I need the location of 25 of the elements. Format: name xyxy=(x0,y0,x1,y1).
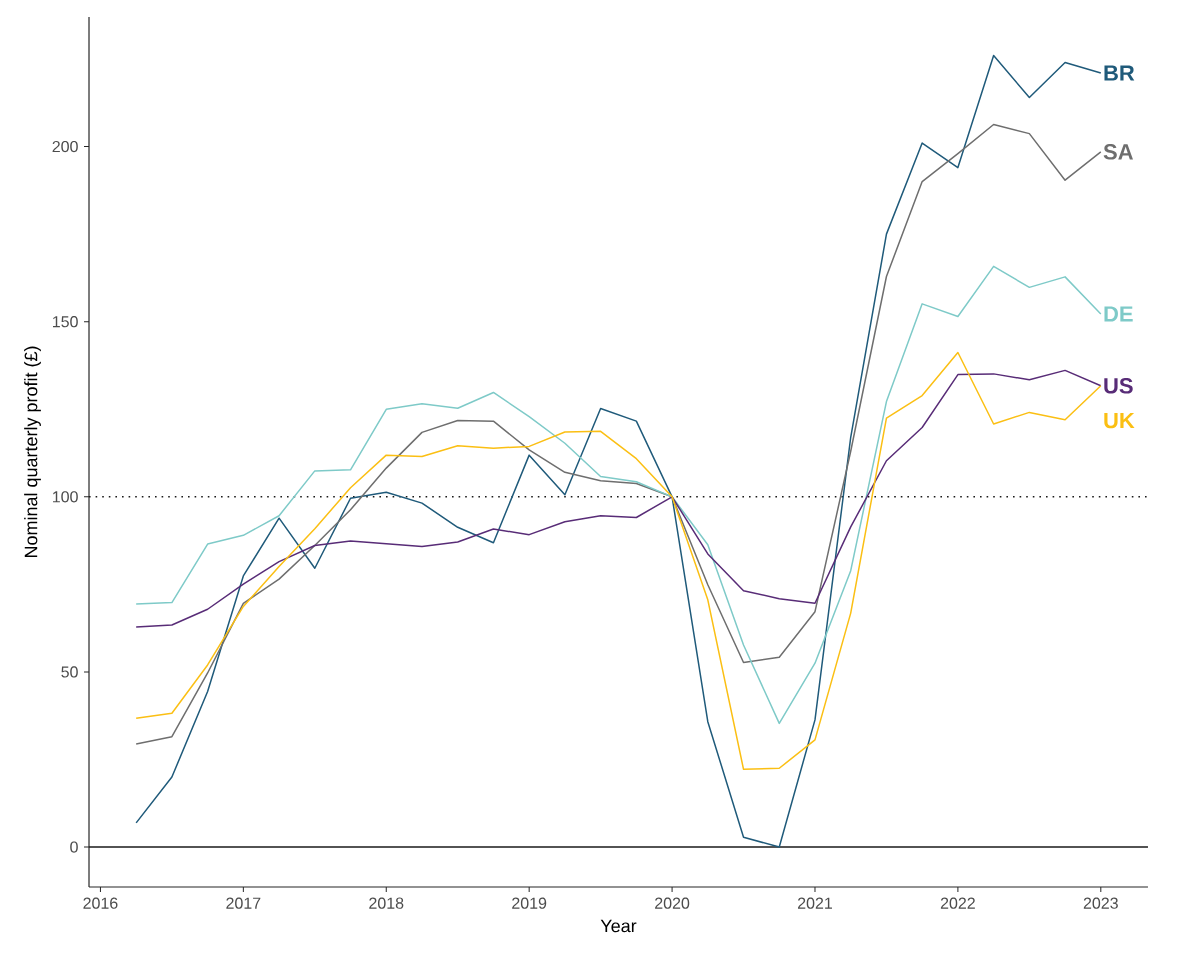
y-tick-label: 0 xyxy=(70,841,78,853)
x-axis-title: Year xyxy=(600,919,637,933)
x-tick-label: 2019 xyxy=(512,897,547,909)
x-tick-label: 2020 xyxy=(655,897,690,909)
x-tick-label: 2017 xyxy=(226,897,261,909)
y-tick-label: 150 xyxy=(53,316,78,328)
x-tick-label: 2016 xyxy=(83,897,118,909)
x-tick-label: 2021 xyxy=(797,897,832,909)
x-tick-label: 2022 xyxy=(940,897,975,909)
series-label: SA xyxy=(1103,144,1133,160)
series-label: UK xyxy=(1104,412,1135,429)
x-tick-label: 2023 xyxy=(1083,897,1118,909)
y-tick-label: 50 xyxy=(61,666,78,678)
series-label: DE xyxy=(1104,306,1133,322)
line-series xyxy=(135,369,1102,628)
series-label: BR xyxy=(1104,65,1135,81)
y-axis-title: Nominal quarterly profit (£) xyxy=(24,346,41,558)
line-series xyxy=(135,265,1102,725)
series-label: US xyxy=(1104,377,1133,394)
line-series xyxy=(135,351,1102,771)
y-tick-label: 100 xyxy=(53,491,78,503)
line-series xyxy=(135,123,1102,745)
x-tick-label: 2018 xyxy=(369,897,404,909)
y-tick-label: 200 xyxy=(52,140,78,153)
line-series xyxy=(135,54,1102,848)
